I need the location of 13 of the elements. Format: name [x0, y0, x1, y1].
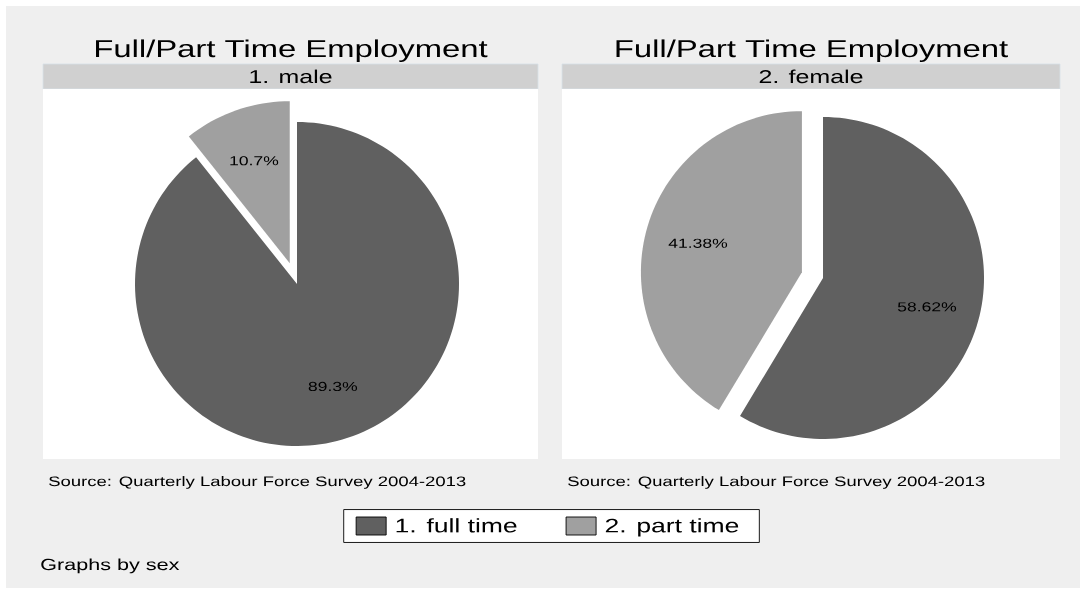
chart-title: Full/Part Time Employment	[616, 39, 1008, 63]
data-label: 58.62%	[897, 302, 957, 312]
source-note: Source: Quarterly Labour Force Survey 2004-2013	[568, 476, 985, 489]
chart-subtitle: 2. female	[759, 69, 863, 84]
legend-label: 1. full time	[396, 518, 517, 533]
data-label: 41.38%	[668, 238, 728, 248]
chart-subtitle: 1. male	[250, 69, 332, 84]
text: Graphs by sex	[41, 558, 180, 574]
data-label: 89.3%	[308, 381, 358, 392]
chart-title: Full/Part Time Employment	[96, 39, 488, 63]
data-label: 10.7%	[230, 156, 279, 166]
legend-label: 2. part time	[605, 518, 739, 537]
source-note: Source: Quarterly Labour Force Survey 2004-2013	[49, 476, 466, 489]
